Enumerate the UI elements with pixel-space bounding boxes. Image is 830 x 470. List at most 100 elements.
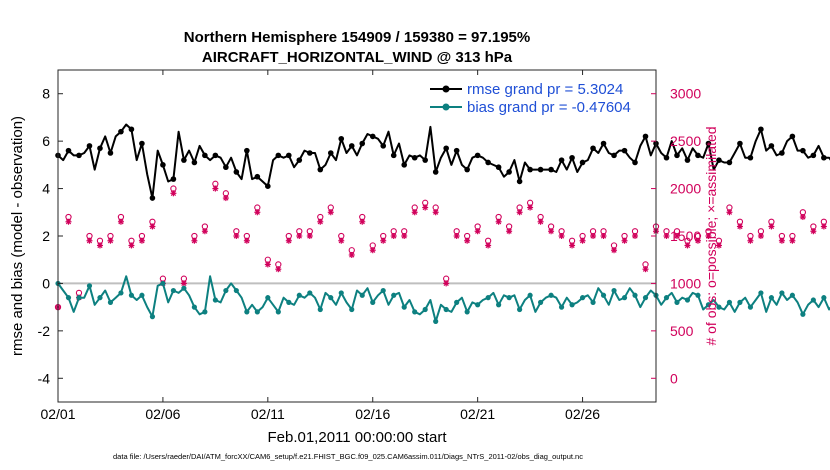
rmse-point — [401, 162, 408, 168]
rmse-point — [265, 183, 271, 189]
rmse-point — [506, 169, 512, 175]
y2-tick-label: 0 — [670, 370, 678, 386]
y2-tick-label: 2000 — [670, 181, 701, 197]
rmse-point — [821, 154, 827, 161]
bias-point — [170, 287, 177, 294]
y-axis-left: -4 -2 0 2 4 6 8 — [38, 86, 63, 386]
rmse-series — [55, 123, 830, 201]
obs-assimilated-point — [264, 261, 271, 268]
obs-assimilated-point — [212, 185, 219, 192]
obs-assimilated-point — [348, 251, 355, 258]
bias-point — [338, 290, 344, 296]
obs-assimilated-point — [516, 209, 523, 216]
rmse-point — [359, 140, 366, 147]
bias-point — [642, 295, 649, 301]
y-tick-label: 2 — [42, 228, 50, 244]
bias-point — [76, 295, 82, 301]
obs-assimilated-point — [138, 237, 145, 244]
rmse-line — [57, 123, 830, 200]
rmse-point — [558, 157, 565, 163]
bias-point — [758, 290, 764, 296]
y2-tick-label: 1500 — [670, 228, 701, 244]
bias-point — [212, 297, 218, 303]
obs-assimilated-point — [558, 233, 565, 239]
obs-assimilated-point — [285, 237, 292, 244]
data-file-footnote: data file: /Users/raeder/DAI/ATM_forcXX/… — [113, 452, 583, 461]
obs-assimilated-point — [485, 242, 492, 249]
obs-assimilated-point — [715, 242, 722, 249]
bias-point — [317, 306, 323, 313]
rmse-point — [202, 152, 208, 159]
bias-point — [558, 304, 565, 310]
x-tick-label: 02/01 — [40, 406, 75, 422]
bias-point — [359, 292, 365, 298]
rmse-point — [516, 178, 523, 185]
bias-point — [579, 295, 586, 301]
bias-point — [265, 295, 271, 301]
x-axis-label: Feb.01,2011 00:00:00 start — [267, 429, 447, 446]
rmse-point — [422, 157, 428, 163]
bias-point — [422, 306, 428, 313]
bias-point — [275, 309, 281, 315]
rmse-point — [181, 157, 187, 163]
rmse-point — [327, 150, 334, 156]
obs-assimilated-point — [673, 233, 680, 239]
rmse-point — [65, 147, 72, 154]
rmse-point — [233, 169, 240, 175]
rmse-point — [139, 140, 145, 147]
rmse-point — [726, 159, 733, 166]
bias-point — [296, 292, 302, 298]
rmse-point — [569, 154, 575, 161]
bias-point — [464, 309, 470, 315]
rmse-point — [747, 154, 754, 161]
bias-point — [65, 295, 72, 301]
obs-assimilated-point — [611, 247, 618, 254]
rmse-point — [527, 166, 533, 173]
bias-point — [223, 287, 229, 294]
rmse-point — [579, 159, 586, 166]
rmse-point — [317, 166, 324, 173]
rmse-point — [76, 152, 82, 159]
obs-assimilated-point — [453, 233, 460, 239]
rmse-point — [663, 154, 670, 161]
obs-assimilated-point — [306, 233, 313, 239]
obs-assimilated-point — [768, 223, 775, 230]
bias-point — [244, 309, 250, 315]
rmse-point — [390, 152, 397, 159]
rmse-point — [160, 162, 166, 168]
rmse-point — [548, 166, 554, 173]
rmse-point — [705, 140, 712, 147]
rmse-point — [191, 159, 198, 166]
obs-assimilated-point — [317, 218, 324, 225]
obs-assimilated-point — [128, 242, 135, 249]
bias-point — [821, 295, 827, 301]
legend: rmse grand pr = 5.3024 bias grand pr = -… — [422, 77, 650, 118]
obs-assimilated-point — [820, 223, 827, 230]
bias-point — [737, 299, 743, 305]
rmse-point — [411, 154, 418, 161]
bias-series — [55, 275, 830, 324]
bias-point — [684, 297, 691, 303]
rmse-point — [118, 128, 124, 135]
bias-point — [401, 304, 407, 310]
y2-tick-label: 3000 — [670, 86, 701, 102]
y2-tick-label: 2500 — [670, 133, 701, 149]
rmse-point — [537, 166, 544, 173]
obs-assimilated-point — [275, 266, 282, 273]
y-tick-label: 4 — [42, 181, 50, 197]
bias-point — [517, 306, 523, 313]
obs-assimilated-point — [495, 218, 502, 225]
bias-point — [286, 299, 292, 305]
obs-assimilated-point — [65, 218, 72, 225]
obs-assimilated-point — [810, 228, 817, 235]
rmse-point — [97, 145, 103, 152]
bias-point — [600, 292, 607, 298]
bias-point — [349, 306, 355, 313]
bias-point — [611, 287, 617, 294]
bias-point — [370, 299, 376, 305]
chart-title-line1: Northern Hemisphere 154909 / 159380 = 97… — [184, 29, 530, 46]
chart-title-line2: AIRCRAFT_HORIZONTAL_WIND @ 313 hPa — [202, 49, 513, 66]
rmse-point — [296, 157, 303, 163]
bias-point — [118, 290, 124, 296]
